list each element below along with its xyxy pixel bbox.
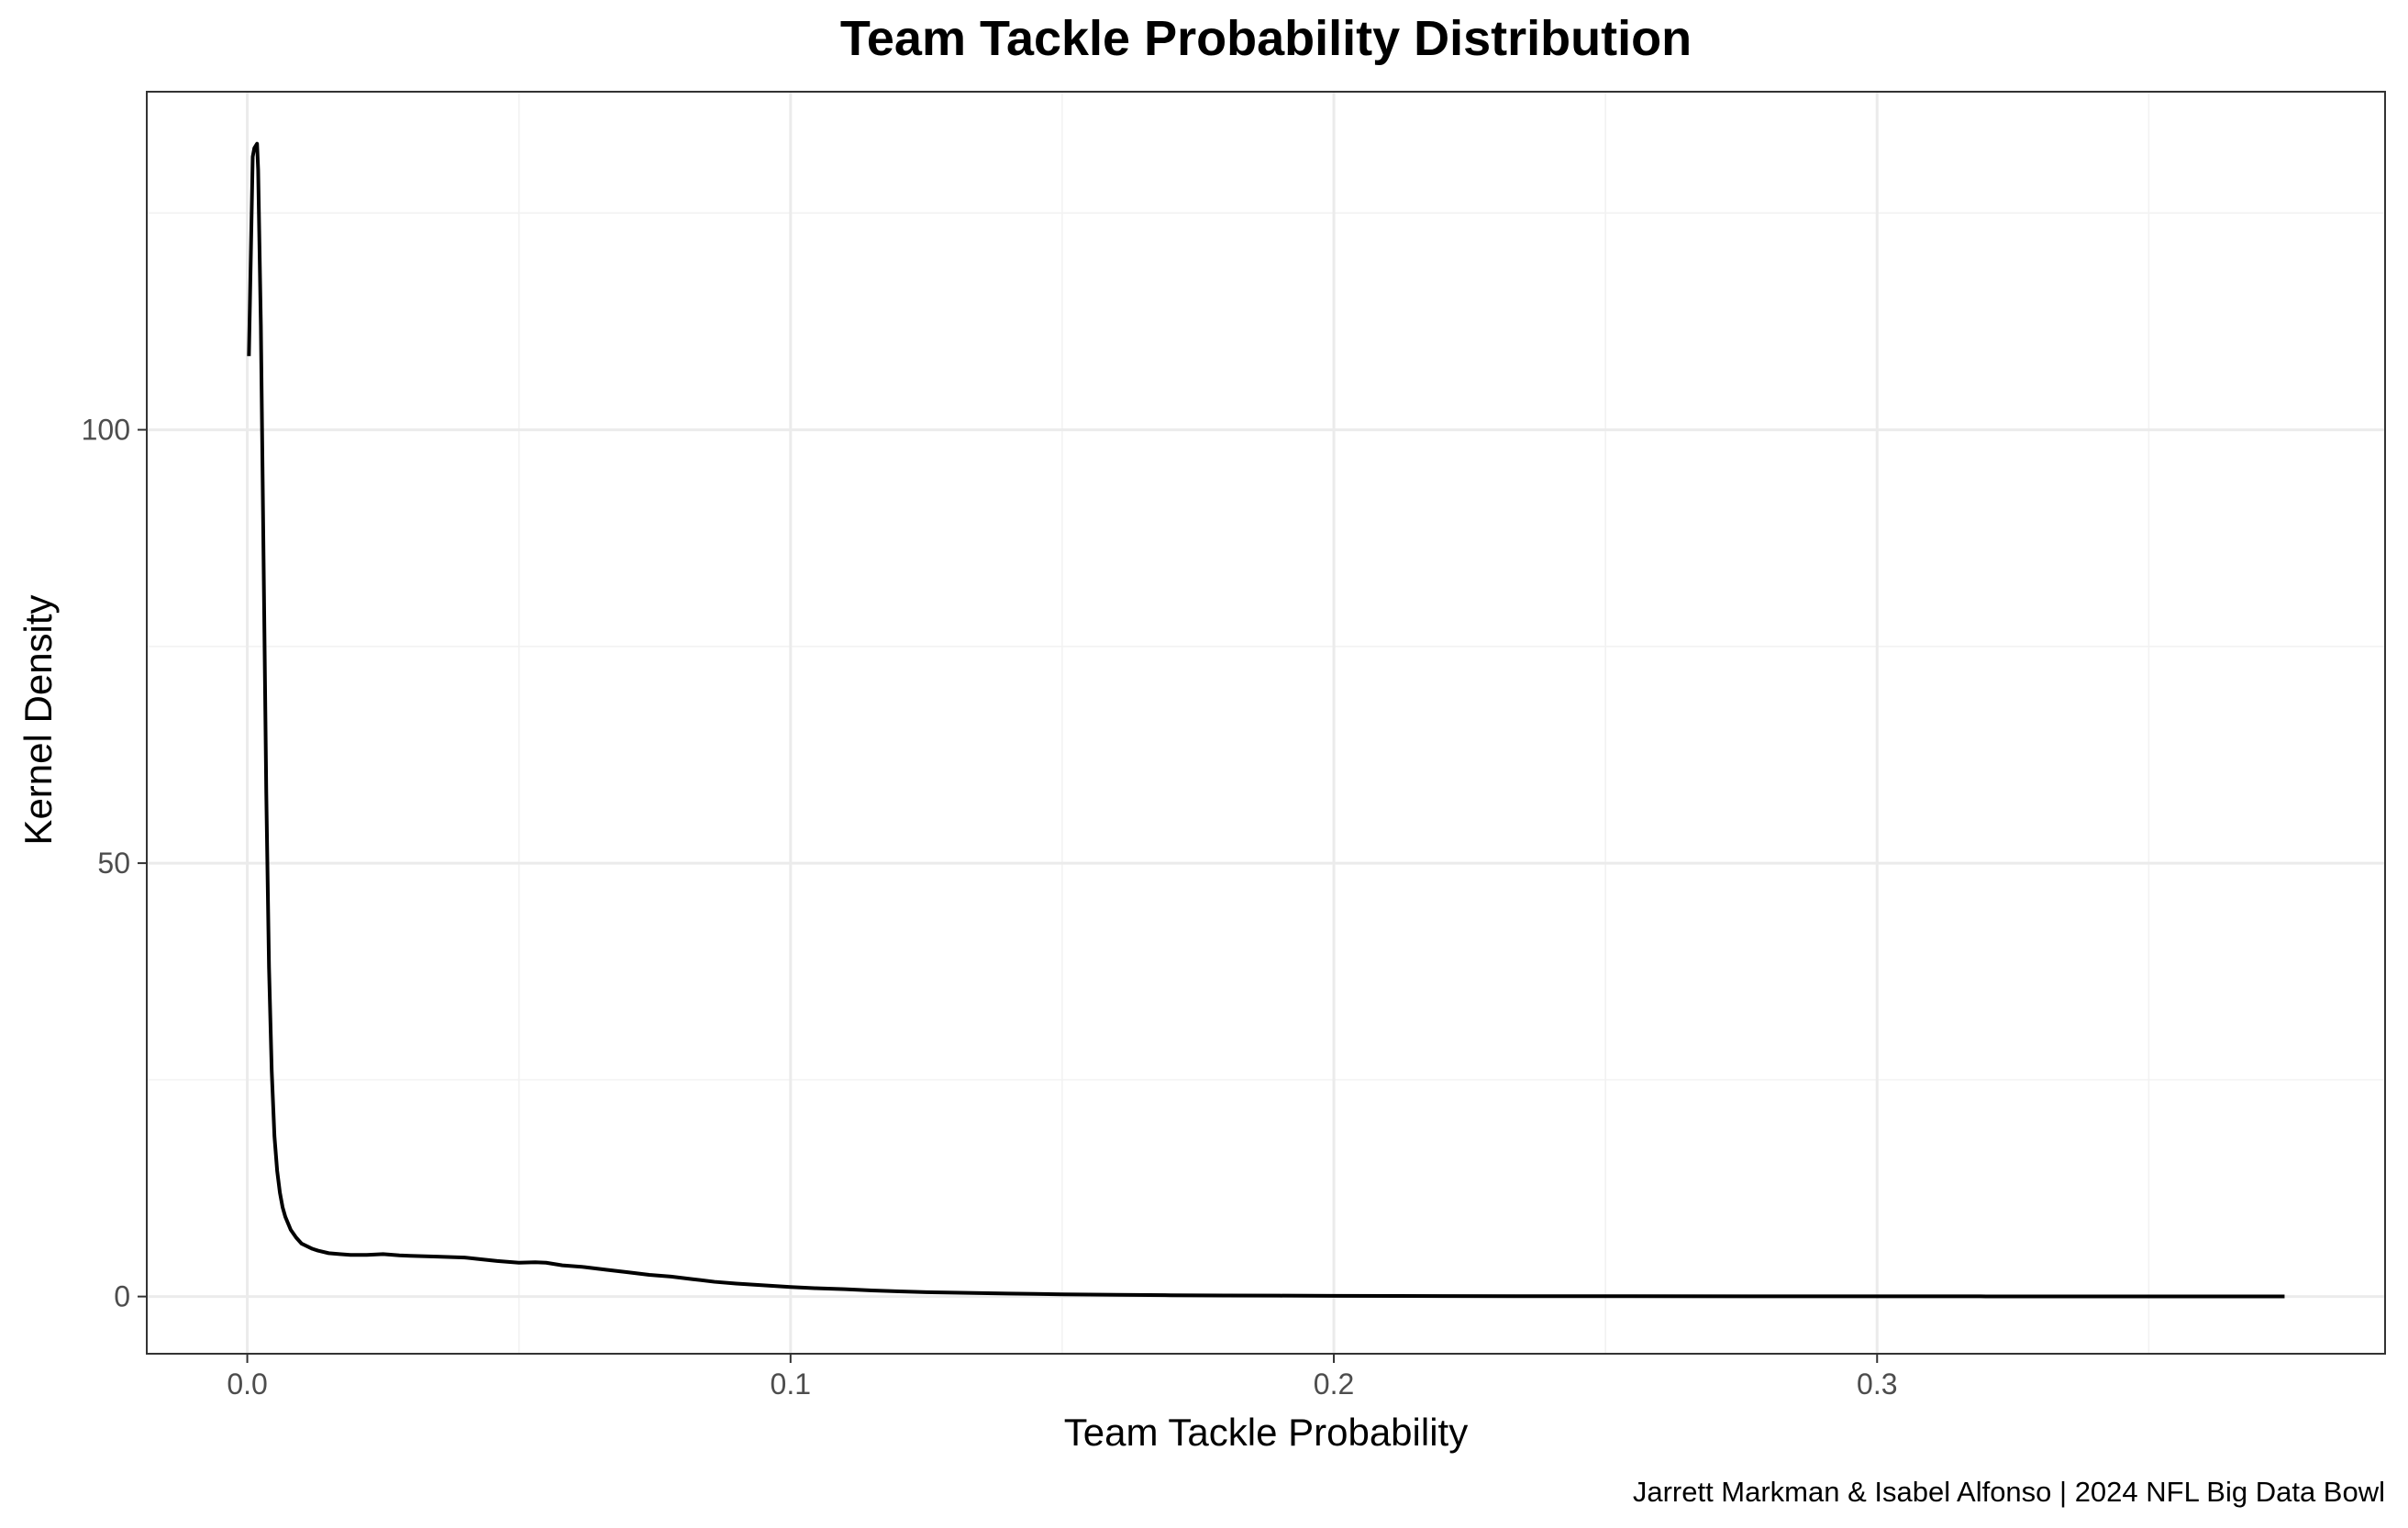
minor-gridlines-y <box>147 212 2385 1081</box>
major-gridlines-x <box>246 92 1879 1354</box>
y-axis: 0 50 100 <box>82 414 147 1313</box>
x-axis: 0.0 0.1 0.2 0.3 <box>227 1354 1898 1401</box>
x-axis-title: Team Tackle Probability <box>1064 1411 1468 1454</box>
chart-caption: Jarrett Markman & Isabel Alfonso | 2024 … <box>1633 1476 2385 1508</box>
chart-title: Team Tackle Probability Distribution <box>840 11 1692 66</box>
panel-border <box>146 91 2386 1355</box>
y-tick-label: 100 <box>82 414 130 447</box>
density-line <box>247 141 2285 1299</box>
x-tick-label: 0.3 <box>1857 1367 1897 1401</box>
y-tick-label: 0 <box>114 1280 130 1313</box>
x-tick-label: 0.0 <box>227 1367 267 1401</box>
minor-gridlines-x <box>517 92 2150 1354</box>
major-gridlines-y <box>147 428 2385 1299</box>
y-tick-label: 50 <box>97 847 130 880</box>
plot-panel <box>146 91 2386 1355</box>
x-tick-label: 0.2 <box>1314 1367 1354 1401</box>
y-axis-title: Kernel Density <box>17 594 60 845</box>
x-tick-label: 0.1 <box>771 1367 811 1401</box>
